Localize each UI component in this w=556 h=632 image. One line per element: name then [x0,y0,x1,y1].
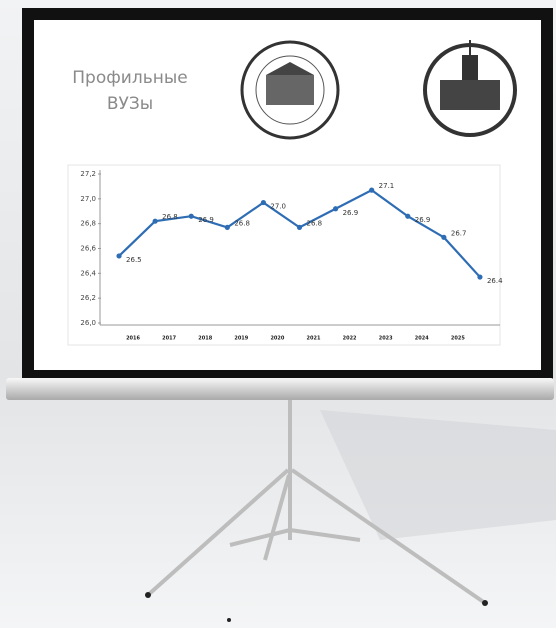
screen-bar [6,378,554,400]
x-tick-label: 2021 [307,336,321,342]
x-tick-label: 2024 [415,336,429,342]
x-tick-label: 2016 [126,336,140,342]
point [297,225,302,230]
value-label: 26.9 [415,216,431,224]
x-tick-label: 2018 [198,336,212,342]
value-label: 26.8 [162,213,178,221]
y-tick-label: 26,8 [80,220,96,228]
value-label: 26.9 [198,216,214,224]
point [369,188,374,193]
point [225,225,230,230]
value-label: 27.1 [379,182,395,190]
point [477,274,482,279]
point [405,214,410,219]
value-label: 26.9 [343,209,359,217]
value-label: 26.4 [487,277,503,285]
value-label: 26.8 [234,219,250,227]
value-label: 26.7 [451,229,467,237]
x-tick-label: 2020 [270,336,284,342]
value-label: 26.8 [307,219,323,227]
value-label: 26.5 [126,256,142,264]
point [441,235,446,240]
point [116,253,121,258]
y-tick-label: 26,2 [80,294,96,302]
heading-line-2: ВУЗы [107,94,153,114]
value-label: 27.0 [270,203,286,211]
x-tick-label: 2019 [234,336,248,342]
point [189,214,194,219]
scene: Профильные ВУЗы 26,0 26,2 26,4 26,6 26,8 27,0… [0,0,556,628]
x-tick-label: 2025 [451,336,465,342]
y-tick-label: 26,0 [80,319,96,327]
y-tick-label: 26,4 [80,269,96,277]
x-tick-label: 2023 [379,336,393,342]
x-tick-label: 2022 [343,336,357,342]
x-tick-label: 2017 [162,336,176,342]
point [153,219,158,224]
heading-line-1: Профильные [72,68,187,88]
point [333,206,338,211]
y-tick-label: 26,6 [80,245,96,253]
y-tick-label: 27,0 [80,195,96,203]
y-tick-label: 27,2 [80,170,96,178]
point [261,200,266,205]
logo-1 [242,42,338,138]
